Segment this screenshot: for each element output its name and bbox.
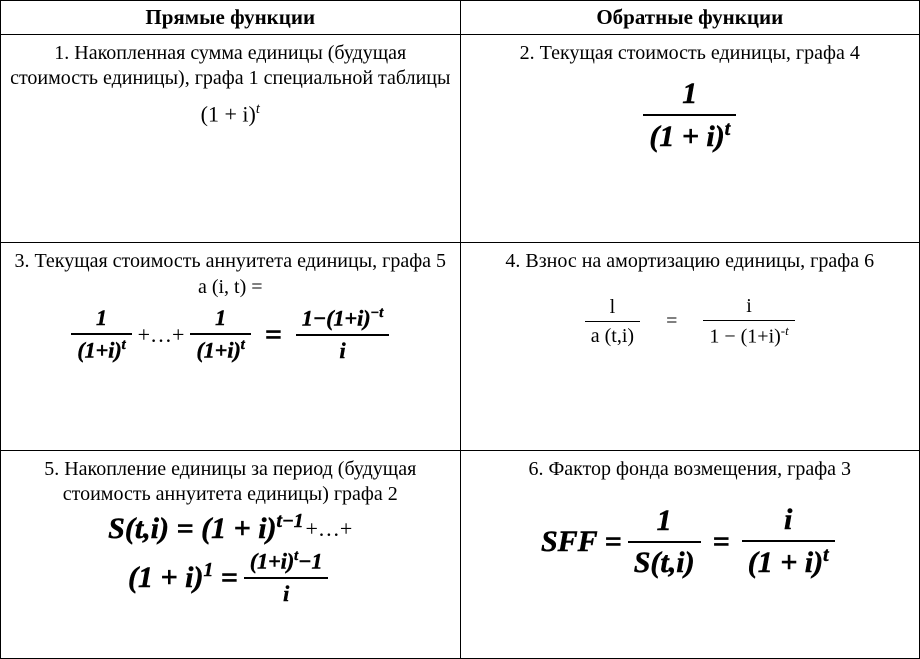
header-row: Прямые функции Обратные функции [1, 1, 920, 35]
cell-3-desc: 3. Текущая стоимость аннуитета единицы, … [9, 249, 452, 274]
functions-table: Прямые функции Обратные функции 1. Накоп… [0, 0, 920, 659]
cell-2: 2. Текущая стоимость единицы, графа 4 1 … [460, 35, 920, 243]
table-row: 3. Текущая стоимость аннуитета единицы, … [1, 243, 920, 451]
cell-3-formula: 1 (1+i)t +…+ 1 (1+i)t = 1−(1+i)−t i [9, 305, 452, 364]
cell-1-desc: 1. Накопленная сумма единицы (будущая ст… [9, 41, 452, 91]
table-row: 1. Накопленная сумма единицы (будущая ст… [1, 35, 920, 243]
cell-4-formula: l a (t,i) = i 1 − (1+i)-t [469, 294, 912, 349]
cell-5: 5. Накопление единицы за период (будущая… [1, 451, 461, 659]
cell-6: 6. Фактор фонда возмещения, графа 3 SFF … [460, 451, 920, 659]
header-left: Прямые функции [1, 1, 461, 35]
cell-2-desc: 2. Текущая стоимость единицы, графа 4 [469, 41, 912, 66]
header-right: Обратные функции [460, 1, 920, 35]
cell-4-desc: 4. Взнос на амортизацию единицы, графа 6 [469, 249, 912, 274]
cell-1: 1. Накопленная сумма единицы (будущая ст… [1, 35, 461, 243]
cell-3: 3. Текущая стоимость аннуитета единицы, … [1, 243, 461, 451]
table-wrapper: Прямые функции Обратные функции 1. Накоп… [0, 0, 920, 630]
cell-3-sub: a (i, t) = [9, 276, 452, 299]
cell-2-formula: 1 (1 + i)t [469, 76, 912, 155]
cell-4: 4. Взнос на амортизацию единицы, графа 6… [460, 243, 920, 451]
cell-1-formula: (1 + i)t [9, 101, 452, 127]
cell-6-formula: SFF = 1 S(t,i) = i (1 + i)t [469, 502, 912, 581]
cell-6-desc: 6. Фактор фонда возмещения, графа 3 [469, 457, 912, 482]
cell-5-formula: S(t,i) = (1 + i)t−1 +…+ (1 + i)1 = (1+i)… [9, 511, 452, 607]
cell-5-desc: 5. Накопление единицы за период (будущая… [9, 457, 452, 507]
table-row: 5. Накопление единицы за период (будущая… [1, 451, 920, 659]
